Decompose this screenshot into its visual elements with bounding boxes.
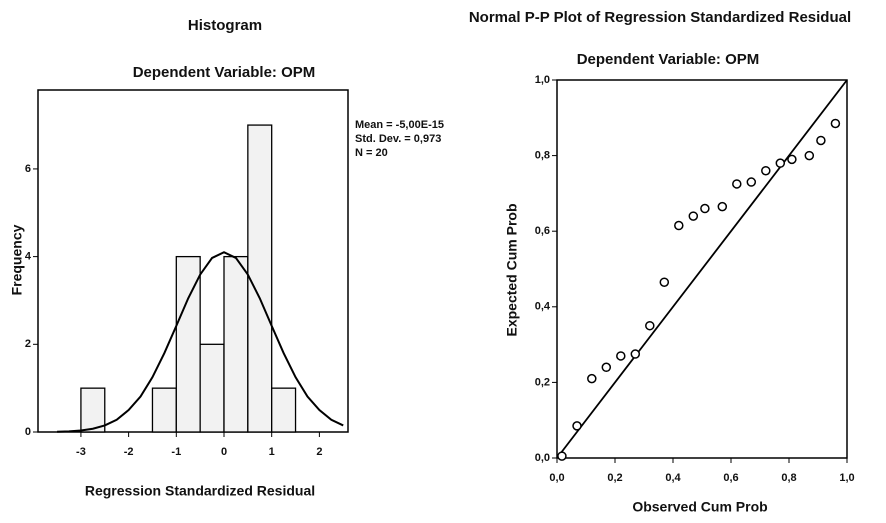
point	[830, 118, 841, 129]
bar	[271, 387, 297, 433]
point	[630, 349, 641, 359]
x-tick-label: 0,2	[607, 472, 622, 484]
point	[601, 362, 612, 373]
x-tick-label: -1	[171, 446, 181, 458]
point	[717, 201, 728, 212]
stat-text: Mean = -5,00E-15	[355, 119, 444, 131]
y-axis-label: Expected Cum Prob	[504, 203, 520, 336]
x-tick-label: -3	[76, 446, 86, 458]
stat-text: Std. Dev. = 0,973	[355, 133, 441, 145]
point	[674, 220, 684, 231]
y-tick-label: 2	[25, 338, 31, 350]
point	[746, 177, 757, 187]
y-tick-label: 0,0	[535, 452, 550, 464]
point	[645, 320, 655, 331]
x-tick-label: 0,6	[723, 472, 738, 484]
bar	[247, 124, 273, 433]
chart-subtitle: Dependent Variable: OPM	[577, 51, 760, 68]
x-tick-label: 1	[269, 446, 275, 458]
point	[587, 373, 597, 384]
x-tick-label: 0	[221, 446, 227, 458]
y-tick-label: 0,6	[535, 225, 550, 237]
bar	[80, 387, 106, 433]
point	[616, 351, 626, 361]
x-axis-label: Observed Cum Prob	[632, 499, 767, 515]
point	[688, 211, 699, 221]
bar	[151, 387, 177, 433]
bar	[199, 343, 225, 433]
point	[557, 451, 567, 461]
point	[761, 165, 771, 176]
stat-text: N = 20	[355, 147, 388, 159]
point	[572, 421, 582, 431]
bar	[223, 255, 249, 433]
chart-subtitle: Dependent Variable: OPM	[133, 64, 316, 81]
x-tick-label: 0,8	[781, 472, 796, 484]
x-tick-label: 0,4	[665, 472, 681, 484]
x-tick-label: 1,0	[839, 472, 854, 484]
point	[700, 203, 710, 214]
point	[659, 277, 670, 287]
normal-curve	[57, 251, 344, 433]
x-tick-label: -2	[124, 446, 134, 458]
point	[787, 154, 797, 165]
y-tick-label: 4	[25, 251, 32, 263]
y-tick-label: 1,0	[535, 74, 550, 86]
point	[775, 158, 786, 168]
x-tick-label: 0,0	[549, 472, 564, 484]
y-axis-label: Frequency	[9, 224, 25, 295]
chart-title: Histogram	[188, 17, 262, 34]
reference-line	[556, 79, 848, 459]
y-tick-label: 6	[25, 163, 31, 175]
point	[804, 150, 815, 161]
plot-frame	[556, 79, 848, 459]
chart-title: Normal P-P Plot of Regression Standardiz…	[469, 9, 851, 26]
point	[732, 179, 742, 189]
y-tick-label: 0,8	[535, 150, 550, 162]
point	[816, 135, 826, 146]
y-tick-label: 0	[25, 426, 31, 438]
y-tick-label: 0,4	[535, 301, 551, 313]
x-tick-label: 2	[316, 446, 322, 458]
y-tick-label: 0,2	[535, 376, 550, 388]
x-axis-label: Regression Standardized Residual	[85, 483, 315, 499]
